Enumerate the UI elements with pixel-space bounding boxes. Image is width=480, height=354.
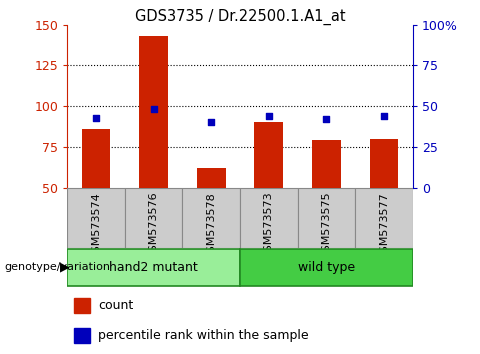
Text: ▶: ▶ [60,261,70,274]
Point [265,113,273,119]
Text: hand2 mutant: hand2 mutant [109,261,198,274]
Point [380,113,388,119]
Text: GSM573573: GSM573573 [264,192,274,259]
FancyBboxPatch shape [298,188,355,248]
Text: GSM573577: GSM573577 [379,192,389,259]
Point [323,116,330,122]
FancyBboxPatch shape [67,188,125,248]
Text: GDS3735 / Dr.22500.1.A1_at: GDS3735 / Dr.22500.1.A1_at [135,9,345,25]
Text: GSM573578: GSM573578 [206,192,216,259]
FancyBboxPatch shape [240,249,413,286]
Bar [370,139,398,188]
Bar [254,122,283,188]
Text: GSM573574: GSM573574 [91,192,101,259]
Bar [197,168,226,188]
Point [92,115,100,120]
Text: percentile rank within the sample: percentile rank within the sample [98,329,309,342]
Text: GSM573576: GSM573576 [149,192,158,259]
FancyBboxPatch shape [355,188,413,248]
Text: wild type: wild type [298,261,355,274]
FancyBboxPatch shape [240,188,298,248]
Bar [82,129,110,188]
FancyBboxPatch shape [67,249,240,286]
Bar [74,327,90,343]
Text: genotype/variation: genotype/variation [5,262,111,272]
Point [207,120,215,125]
Bar [312,141,341,188]
Text: count: count [98,299,133,312]
Bar [139,36,168,188]
FancyBboxPatch shape [182,188,240,248]
FancyBboxPatch shape [125,188,182,248]
Text: GSM573575: GSM573575 [322,192,331,259]
Point [150,107,157,112]
Bar [74,297,90,313]
